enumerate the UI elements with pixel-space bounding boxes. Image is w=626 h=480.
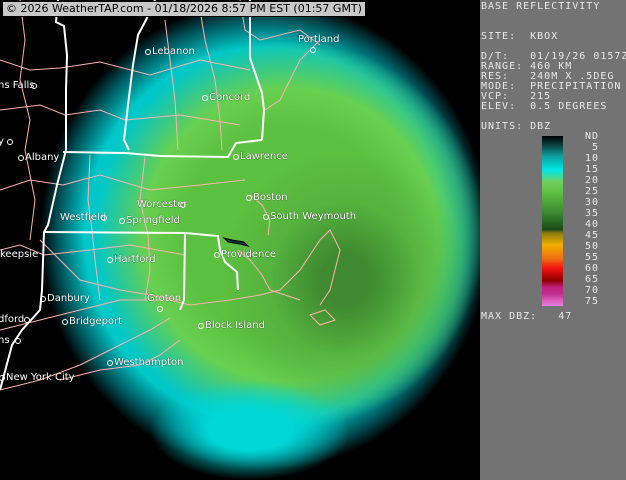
city-marker-icon [310,47,316,53]
scale-tick-label: 70 [584,285,599,296]
city-label: Bridgeport [69,316,123,327]
scale-tick-label: 60 [584,263,599,274]
city-label: Block Island [205,320,265,331]
city-marker-icon [233,154,239,160]
city-label: South Weymouth [270,211,357,222]
scale-tick-label: 20 [584,175,599,186]
timestamp-banner: © 2026 WeatherTAP.com - 01/18/2026 8:57 … [2,1,366,17]
city-marker-icon [180,202,186,208]
scale-tick-label: 50 [584,241,599,252]
scale-tick-label: 35 [584,208,599,219]
city-label: y [0,136,4,147]
city-label: New York City [6,372,75,383]
city-marker-icon [157,306,163,312]
city-label: Groton [147,293,182,304]
city-marker-icon [214,252,220,258]
info-panel: BASE REFLECTIVITY SITE: KBOX D/T: 01/19/… [480,0,626,480]
city-label: Danbury [47,293,90,304]
city-label: Lebanon [152,46,195,57]
city-label: Portland [298,34,340,45]
echo-south [150,380,350,480]
color-scale-bar [542,136,563,306]
city-label: Westhampton [114,357,184,368]
elevation-text: ELEV: 0.5 DEGREES [481,101,608,112]
product-title: BASE REFLECTIVITY [481,1,601,12]
echo-core [220,150,470,410]
city-label: ns Falls [0,80,35,91]
scale-tick-label: 15 [584,164,599,175]
range-text: RANGE: 460 KM [481,61,573,72]
city-marker-icon [246,195,252,201]
city-label: Concord [209,92,251,103]
city-label: Hartford [114,254,156,265]
city-label: Westfield [60,212,107,223]
city-label: Lawrence [240,151,288,162]
scale-tick-label: 55 [584,252,599,263]
vcp-text: VCP: 215 [481,91,552,102]
mode-text: MODE: PRECIPITATION [481,81,622,92]
scale-tick-label: ND [584,131,599,142]
city-marker-icon [107,360,113,366]
units-text: UNITS: DBZ [481,121,552,132]
city-marker-icon [202,95,208,101]
resolution-text: RES: 240M X .5DEG [481,71,615,82]
radar-site-clutter [222,237,250,247]
scale-tick-label: 10 [584,153,599,164]
city-marker-icon [101,215,107,221]
boundary-lines [0,0,341,391]
city-label: dford [0,314,25,325]
city-marker-icon [18,155,24,161]
scale-tick-label: 45 [584,230,599,241]
city-label: Providence [221,249,277,260]
city-marker-icon [40,296,46,302]
city-marker-icon [7,139,13,145]
city-marker-icon [145,49,151,55]
radar-map[interactable]: Lebanon Portland ns Falls Concord y Albany Law… [0,0,480,480]
scale-tick-label: 40 [584,219,599,230]
city-label: Springfield [126,215,180,226]
city-marker-icon [107,257,113,263]
city-marker-icon [119,218,125,224]
scale-tick-label: 5 [591,142,599,153]
city-marker-icon [31,83,37,89]
city-marker-icon [15,338,21,344]
scale-tick-label: 25 [584,186,599,197]
county-lines [0,0,341,391]
scale-tick-label: 75 [584,296,599,307]
city-label: Boston [253,192,288,203]
scale-tick-label: 30 [584,197,599,208]
site-text: SITE: KBOX [481,31,559,42]
scale-tick-label: 65 [584,274,599,285]
city-label: ns [0,335,10,346]
city-marker-icon [198,323,204,329]
city-marker-icon [0,375,5,381]
city-marker-icon [24,317,30,323]
city-marker-icon [62,319,68,325]
datetime-text: D/T: 01/19/26 0157Z [481,51,626,62]
city-marker-icon [263,214,269,220]
city-label: Albany [25,152,60,163]
max-dbz-text: MAX DBZ: 47 [481,311,573,322]
city-label: Worcester [137,199,188,210]
city-label: keepsie [0,249,39,260]
